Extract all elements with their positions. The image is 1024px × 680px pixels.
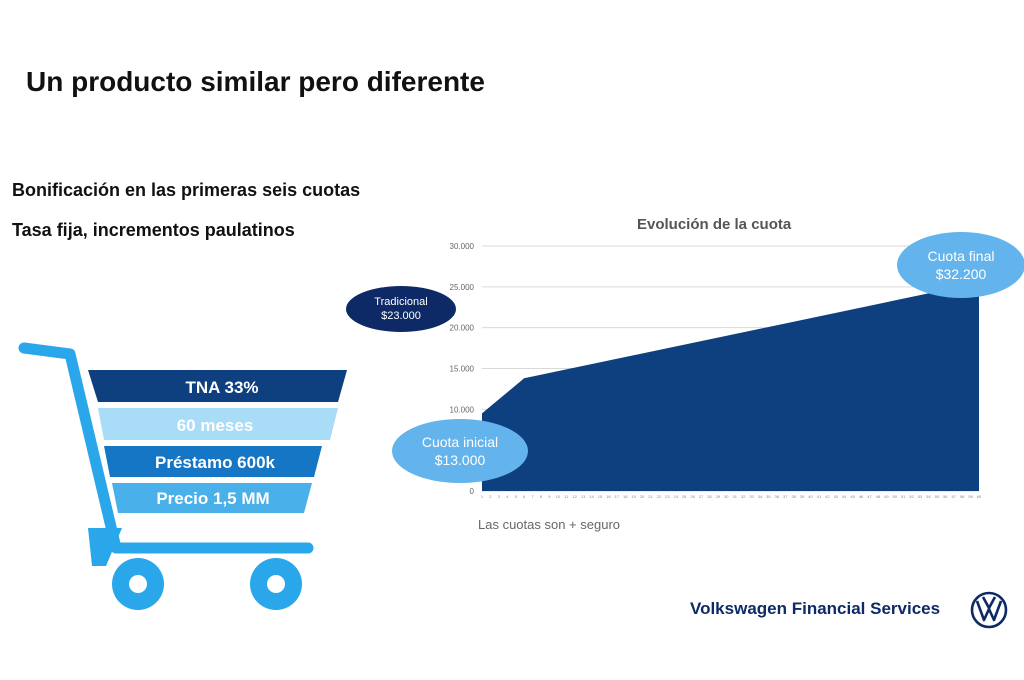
- callout-cuota-final: Cuota final $32.200: [897, 232, 1024, 298]
- callout-tradicional-label: Tradicional: [374, 296, 428, 308]
- x-tick-label: 5: [515, 494, 518, 499]
- x-tick-label: 36: [775, 494, 780, 499]
- brand-name: Volkswagen Financial Services: [690, 599, 941, 618]
- x-tick-label: 25: [682, 494, 687, 499]
- x-tick-label: 7: [531, 494, 534, 499]
- x-tick-label: 51: [901, 494, 906, 499]
- x-tick-label: 21: [648, 494, 653, 499]
- vw-logo-icon: [970, 591, 1008, 629]
- x-tick-label: 28: [707, 494, 712, 499]
- x-tick-label: 31: [732, 494, 737, 499]
- slide-title: Un producto similar pero diferente: [26, 66, 485, 97]
- y-tick-label: 30.000: [450, 242, 475, 251]
- x-tick-label: 40: [808, 494, 813, 499]
- cart-tier-2-label: 60 meses: [177, 416, 254, 435]
- x-tick-label: 34: [758, 494, 763, 499]
- cuotas-note: Las cuotas son + seguro: [478, 517, 621, 532]
- x-tick-label: 23: [665, 494, 670, 499]
- x-tick-label: 46: [859, 494, 864, 499]
- x-tick-label: 20: [640, 494, 645, 499]
- x-tick-label: 17: [615, 494, 620, 499]
- x-tick-label: 60: [977, 494, 982, 499]
- cart-tier-2: [98, 408, 338, 440]
- callout-cuota-inicial: Cuota inicial $13.000: [392, 419, 528, 483]
- callout-tradicional: Tradicional $23.000: [346, 286, 456, 332]
- x-tick-label: 57: [952, 494, 957, 499]
- x-tick-label: 37: [783, 494, 788, 499]
- x-tick-label: 58: [960, 494, 965, 499]
- x-tick-label: 50: [893, 494, 898, 499]
- callout-cuota-inicial-label: Cuota inicial: [421, 434, 499, 450]
- cart-tier-4: [112, 483, 312, 513]
- x-tick-label: 4: [506, 494, 509, 499]
- callout-cuota-final-value: $32.200: [935, 266, 987, 282]
- cart-tier-3-label: Préstamo 600k: [155, 453, 276, 472]
- x-tick-label: 47: [867, 494, 872, 499]
- x-tick-label: 49: [884, 494, 889, 499]
- x-tick-label: 26: [690, 494, 695, 499]
- chart-x-ticks: 1 2 3 4 5 6 7 8 9 10 11 12 13 14 15 16 17 18 19 20 21 22 23 24 2…: [481, 494, 982, 499]
- x-tick-label: 14: [589, 494, 594, 499]
- x-tick-label: 6: [523, 494, 526, 499]
- x-tick-label: 56: [943, 494, 948, 499]
- x-tick-label: 10: [556, 494, 561, 499]
- x-tick-label: 19: [631, 494, 636, 499]
- y-tick-label: 15.000: [450, 365, 475, 374]
- x-tick-label: 59: [968, 494, 973, 499]
- bullet-bonificacion: Bonificación en las primeras seis cuotas: [12, 180, 361, 200]
- x-tick-label: 24: [674, 494, 679, 499]
- x-tick-label: 16: [606, 494, 611, 499]
- callout-cuota-inicial-value: $13.000: [434, 452, 486, 468]
- x-tick-label: 29: [716, 494, 721, 499]
- y-tick-label: 25.000: [450, 283, 475, 292]
- x-tick-label: 41: [817, 494, 822, 499]
- x-tick-label: 12: [572, 494, 577, 499]
- x-tick-label: 38: [791, 494, 796, 499]
- shopping-cart-icon: TNA 33% 60 meses Préstamo 600k Precio 1,…: [18, 342, 347, 610]
- x-tick-label: 32: [741, 494, 746, 499]
- x-tick-label: 43: [834, 494, 839, 499]
- y-tick-label: 10.000: [450, 405, 475, 414]
- x-tick-label: 13: [581, 494, 586, 499]
- x-tick-label: 54: [926, 494, 931, 499]
- x-tick-label: 52: [909, 494, 914, 499]
- cart-tier-1-label: TNA 33%: [185, 378, 258, 397]
- callout-tradicional-value: $23.000: [381, 310, 421, 322]
- x-tick-label: 22: [657, 494, 662, 499]
- cart-tier-4-label: Precio 1,5 MM: [156, 489, 269, 508]
- x-tick-label: 55: [935, 494, 940, 499]
- x-tick-label: 2: [489, 494, 492, 499]
- x-tick-label: 48: [876, 494, 881, 499]
- cuota-area: [482, 282, 979, 491]
- x-tick-label: 11: [564, 494, 569, 499]
- x-tick-label: 39: [800, 494, 805, 499]
- x-tick-label: 53: [918, 494, 923, 499]
- chart-title: Evolución de la cuota: [637, 216, 792, 233]
- x-tick-label: 8: [540, 494, 543, 499]
- x-tick-label: 35: [766, 494, 771, 499]
- x-tick-label: 30: [724, 494, 729, 499]
- x-tick-label: 45: [850, 494, 855, 499]
- x-tick-label: 44: [842, 494, 847, 499]
- y-tick-label: 0: [470, 487, 475, 496]
- x-tick-label: 3: [498, 494, 501, 499]
- bullet-tasa-fija: Tasa fija, incrementos paulatinos: [12, 220, 295, 240]
- cart-tier-1: [88, 370, 347, 402]
- cart-tier-3: [104, 446, 322, 477]
- x-tick-label: 18: [623, 494, 628, 499]
- y-tick-label: 20.000: [450, 324, 475, 333]
- x-tick-label: 27: [699, 494, 704, 499]
- x-tick-label: 1: [481, 494, 484, 499]
- x-tick-label: 9: [548, 494, 551, 499]
- x-tick-label: 33: [749, 494, 754, 499]
- callout-cuota-final-label: Cuota final: [927, 248, 995, 264]
- x-tick-label: 42: [825, 494, 830, 499]
- x-tick-label: 15: [598, 494, 603, 499]
